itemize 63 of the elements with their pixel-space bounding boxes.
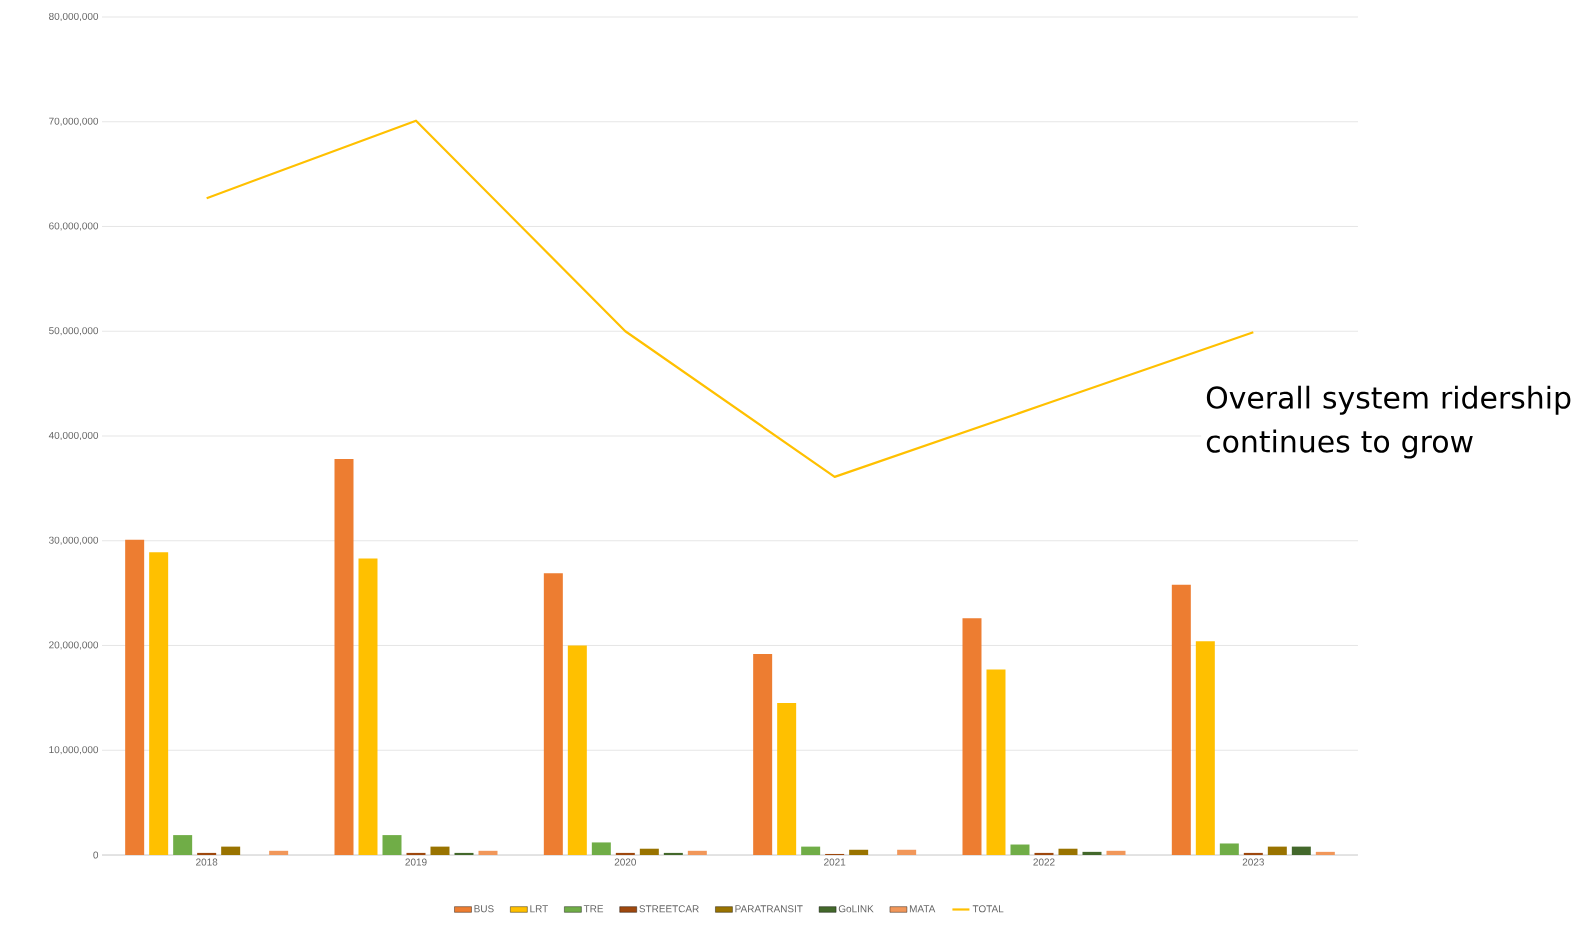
y-tick-label: 20,000,000 bbox=[49, 641, 99, 650]
legend-label: PARATRANSIT bbox=[735, 905, 803, 913]
bar bbox=[591, 842, 611, 855]
bar bbox=[1010, 844, 1030, 855]
bar bbox=[1034, 852, 1054, 855]
bar bbox=[777, 703, 797, 855]
x-tick-label: 2023 bbox=[1242, 858, 1264, 866]
y-tick-label: 60,000,000 bbox=[49, 222, 99, 231]
bar bbox=[454, 852, 474, 855]
bar bbox=[897, 849, 917, 855]
bar bbox=[663, 852, 683, 855]
bar bbox=[1195, 641, 1215, 855]
bar bbox=[962, 618, 982, 855]
legend-label: BUS bbox=[474, 905, 494, 913]
bar bbox=[615, 852, 635, 855]
legend-label: GoLINK bbox=[838, 905, 874, 913]
bar bbox=[1106, 850, 1126, 855]
annotation: Overall system ridership continues to grow bbox=[1206, 385, 1571, 459]
bar bbox=[478, 850, 498, 855]
legend-label: MATA bbox=[909, 905, 936, 913]
bar bbox=[687, 850, 707, 855]
legend-label: TRE bbox=[583, 905, 604, 913]
y-tick-label: 10,000,000 bbox=[49, 746, 99, 755]
y-tick-label: 50,000,000 bbox=[49, 327, 99, 336]
bar bbox=[430, 846, 450, 855]
bar bbox=[849, 849, 869, 855]
bar bbox=[197, 852, 217, 855]
bar bbox=[125, 539, 145, 855]
y-tick-label: 40,000,000 bbox=[48, 431, 99, 441]
y-tick-label: 70,000,000 bbox=[49, 117, 99, 126]
bar bbox=[639, 848, 659, 855]
bar bbox=[1243, 852, 1263, 855]
bar bbox=[1291, 846, 1311, 855]
bar bbox=[358, 558, 378, 855]
x-tick-label: 2020 bbox=[614, 858, 637, 866]
x-tick-label: 2022 bbox=[1033, 858, 1055, 866]
bar bbox=[1171, 584, 1191, 855]
bar bbox=[567, 645, 587, 855]
y-tick-label: 0 bbox=[93, 851, 99, 859]
x-tick-label: 2021 bbox=[824, 858, 846, 866]
bar bbox=[753, 653, 773, 855]
bar bbox=[269, 850, 289, 855]
bar bbox=[149, 552, 169, 855]
bar bbox=[1315, 851, 1335, 855]
bar bbox=[382, 835, 402, 855]
legend-label: STREETCAR bbox=[639, 905, 699, 913]
bar bbox=[173, 835, 193, 855]
bar bbox=[801, 846, 821, 855]
bar bbox=[543, 573, 563, 855]
bar bbox=[1219, 843, 1239, 855]
y-tick-label: 30,000,000 bbox=[48, 536, 99, 545]
bar bbox=[986, 669, 1006, 855]
bar bbox=[1058, 848, 1078, 855]
bar bbox=[1267, 846, 1287, 855]
y-tick-label: 80,000,000 bbox=[49, 12, 99, 22]
bar bbox=[406, 852, 426, 855]
bar bbox=[221, 846, 241, 855]
x-tick-label: 2019 bbox=[405, 858, 427, 866]
legend-label: LRT bbox=[530, 905, 548, 913]
legend-label: TOTAL bbox=[972, 905, 1004, 913]
x-tick-label: 2018 bbox=[196, 858, 218, 866]
bar bbox=[334, 459, 354, 855]
bar bbox=[1082, 851, 1102, 855]
